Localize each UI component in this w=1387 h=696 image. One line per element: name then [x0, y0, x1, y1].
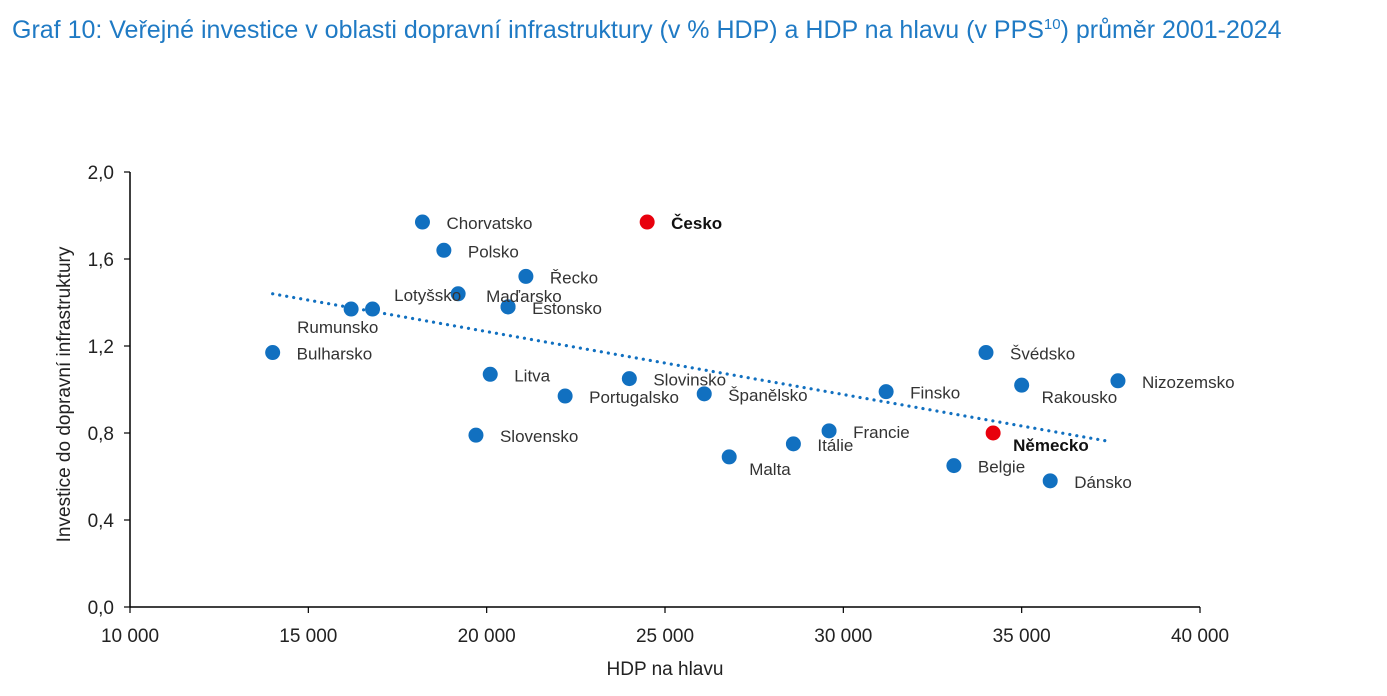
point-label: Chorvatsko	[446, 214, 532, 233]
x-tick-label: 35 000	[993, 626, 1051, 647]
labels-layer: Chorvatsko Česko Polsko Řecko Lotyšsko Maďars…	[297, 214, 1235, 492]
point-label: Rakousko	[1042, 388, 1118, 407]
point-belgie	[946, 458, 962, 474]
point-chorvatsko	[414, 214, 430, 230]
point-bulharsko	[265, 345, 281, 361]
trendline	[271, 292, 1113, 444]
point-nizozemsko	[1110, 373, 1126, 389]
point-polsko	[436, 242, 452, 258]
point-label: Itálie	[817, 436, 853, 455]
point-slovensko	[468, 427, 484, 443]
point-česko	[639, 214, 655, 230]
point-label: Španělsko	[728, 386, 807, 405]
x-tick-label: 25 000	[636, 626, 694, 647]
point-label: Litva	[514, 366, 550, 385]
chart-title: Graf 10: Veřejné investice v oblasti dop…	[12, 14, 1382, 46]
x-tick-label: 15 000	[279, 626, 337, 647]
x-tick-label: 30 000	[814, 626, 872, 647]
point-label: Česko	[671, 214, 722, 233]
y-tick-label: 0,0	[88, 598, 114, 619]
point-label: Nizozemsko	[1142, 373, 1235, 392]
x-tick-label: 10 000	[101, 626, 159, 647]
point-label: Švédsko	[1010, 345, 1075, 364]
x-tick-label: 20 000	[458, 626, 516, 647]
y-axis-label: Investice do dopravní infrastruktury	[54, 246, 75, 542]
point-itálie	[785, 436, 801, 452]
point-label: Maďarsko	[486, 287, 562, 306]
x-tick-label: 40 000	[1171, 626, 1229, 647]
y-tick-label: 0,4	[88, 511, 115, 532]
point-finsko	[878, 384, 894, 400]
point-label: Finsko	[910, 384, 960, 403]
point-švédsko	[978, 345, 994, 361]
point-francie	[821, 423, 837, 439]
x-axis-label: HDP na hlavu	[607, 659, 724, 680]
point-slovinsko	[621, 371, 637, 387]
point-label: Německo	[1013, 436, 1089, 455]
point-unlabeled	[365, 301, 381, 317]
point-label: Lotyšsko	[394, 286, 461, 305]
point-label: Belgie	[978, 458, 1025, 477]
point-německo	[985, 425, 1001, 441]
point-malta	[721, 449, 737, 465]
point-label: Rumunsko	[297, 318, 378, 337]
point-rumunsko	[343, 301, 359, 317]
point-label: Bulharsko	[297, 345, 373, 364]
point-rakousko	[1014, 377, 1030, 393]
point-label: Francie	[853, 423, 910, 442]
point-label: Dánsko	[1074, 473, 1132, 492]
points-layer	[265, 214, 1126, 489]
y-tick-label: 1,6	[88, 250, 114, 271]
point-label: Estonsko	[532, 299, 602, 318]
axes: 0,0 0,4 0,8 1,2 1,6 2,0 10 000 15 000 20 000 25 0…	[88, 163, 1229, 647]
y-tick-label: 1,2	[88, 337, 114, 358]
chart-title-end: ) průměr 2001-2024	[1060, 16, 1282, 44]
point-řecko	[518, 268, 534, 284]
point-label: Slovinsko	[653, 371, 726, 390]
point-label: Řecko	[550, 268, 598, 287]
y-tick-label: 2,0	[88, 163, 114, 184]
point-dánsko	[1042, 473, 1058, 489]
point-estonsko	[500, 299, 516, 315]
point-portugalsko	[557, 388, 573, 404]
y-tick-label: 0,8	[88, 424, 114, 445]
chart-title-footnote: 10	[1043, 16, 1061, 33]
trendline-layer	[271, 292, 1113, 444]
chart-title-main: Graf 10: Veřejné investice v oblasti dop…	[12, 16, 1044, 44]
point-label: Slovensko	[500, 427, 578, 446]
point-lotyšsko	[450, 286, 466, 302]
point-španělsko	[696, 386, 712, 402]
point-label: Portugalsko	[589, 388, 679, 407]
point-label: Polsko	[468, 242, 519, 261]
point-litva	[482, 366, 498, 382]
point-label: Malta	[749, 460, 791, 479]
